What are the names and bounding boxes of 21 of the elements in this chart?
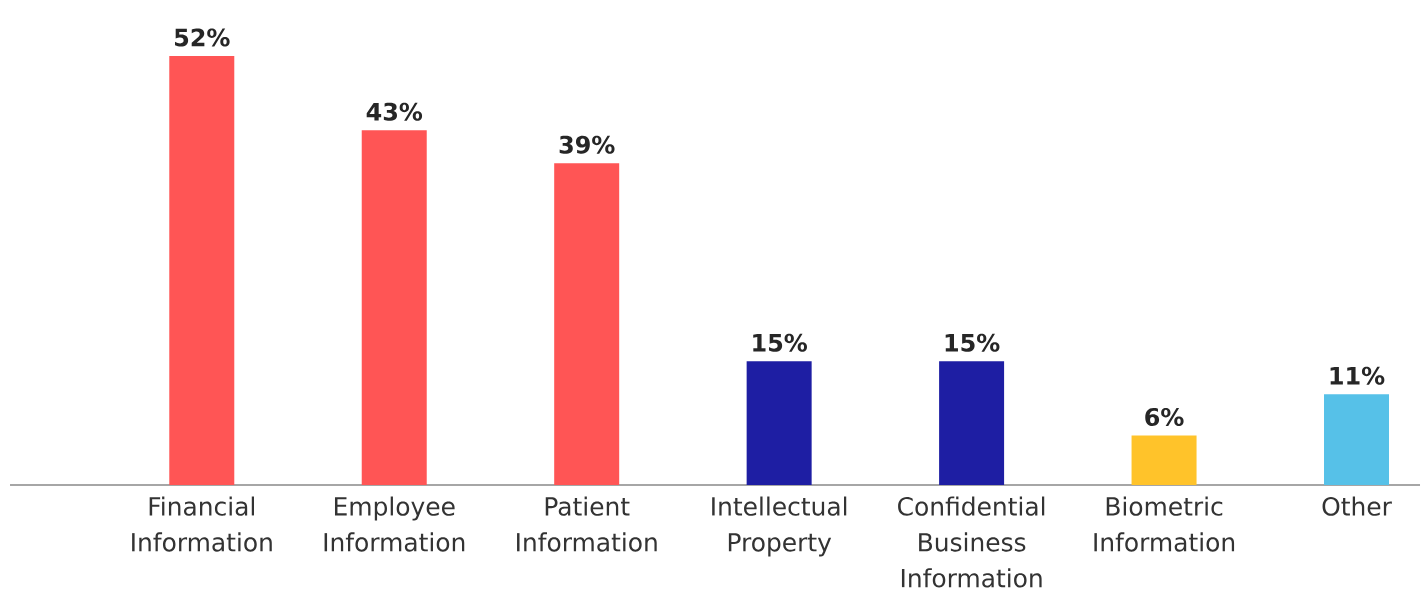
x-tick-label: Other <box>1322 496 1392 516</box>
bar <box>169 55 235 485</box>
bar <box>554 163 620 485</box>
bar <box>1324 394 1390 485</box>
bar <box>361 130 427 485</box>
bar <box>939 361 1005 485</box>
data-label: 11% <box>1330 366 1385 385</box>
data-label: 52% <box>175 28 230 47</box>
bar <box>746 361 812 485</box>
x-tick-label: Financial Information <box>132 496 272 552</box>
bar <box>1131 435 1197 485</box>
x-tick-label: Patient Information <box>517 496 657 552</box>
data-label: 15% <box>945 333 1000 352</box>
data-label: 15% <box>753 333 807 352</box>
data-label: 39% <box>559 135 615 154</box>
x-tick-label: Biometric Information <box>1094 496 1235 552</box>
x-tick-label: Employee Information <box>324 496 465 552</box>
x-tick-label: Intellectual Property <box>712 496 847 557</box>
data-label: 43% <box>366 102 423 121</box>
data-label: 6% <box>1145 407 1184 426</box>
x-tick-label: Confidential Business Information <box>898 496 1045 588</box>
